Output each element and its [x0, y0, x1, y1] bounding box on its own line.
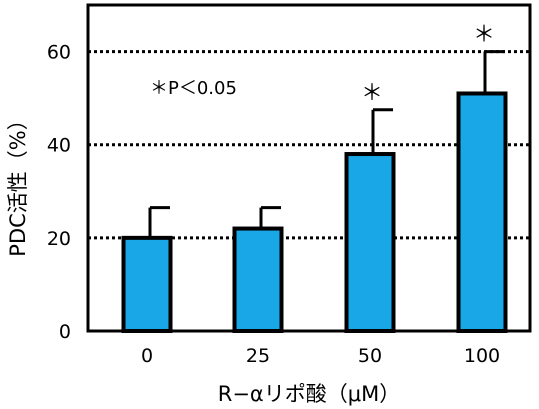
bar: [121, 235, 173, 334]
bars: [121, 91, 508, 334]
y-tick-label: 20: [47, 228, 71, 250]
x-tick-label: 100: [464, 345, 500, 367]
significance-note: ＊P＜0.05: [150, 78, 237, 99]
y-tick-label: 60: [47, 42, 71, 64]
y-tick-label: 40: [47, 135, 71, 157]
y-tick-labels: 0 20 40 60: [47, 42, 71, 343]
bar: [232, 226, 284, 334]
y-axis-title: PDC活性（%）: [6, 109, 30, 256]
error-bars: [148, 50, 505, 238]
bar: [344, 152, 396, 333]
bar: [456, 91, 508, 333]
x-tick-label: 50: [358, 345, 382, 367]
x-tick-labels: 0 25 50 100: [141, 345, 500, 367]
x-axis-title: R−αリポ酸（μM）: [218, 382, 401, 406]
significance-star: ＊: [361, 81, 383, 106]
y-tick-label: 0: [59, 321, 71, 343]
x-tick-label: 0: [141, 345, 153, 367]
significance-star: ＊: [473, 23, 495, 48]
significance-markers: ＊＊: [361, 23, 495, 106]
x-tick-label: 25: [246, 345, 270, 367]
plot-frame: [86, 3, 532, 333]
